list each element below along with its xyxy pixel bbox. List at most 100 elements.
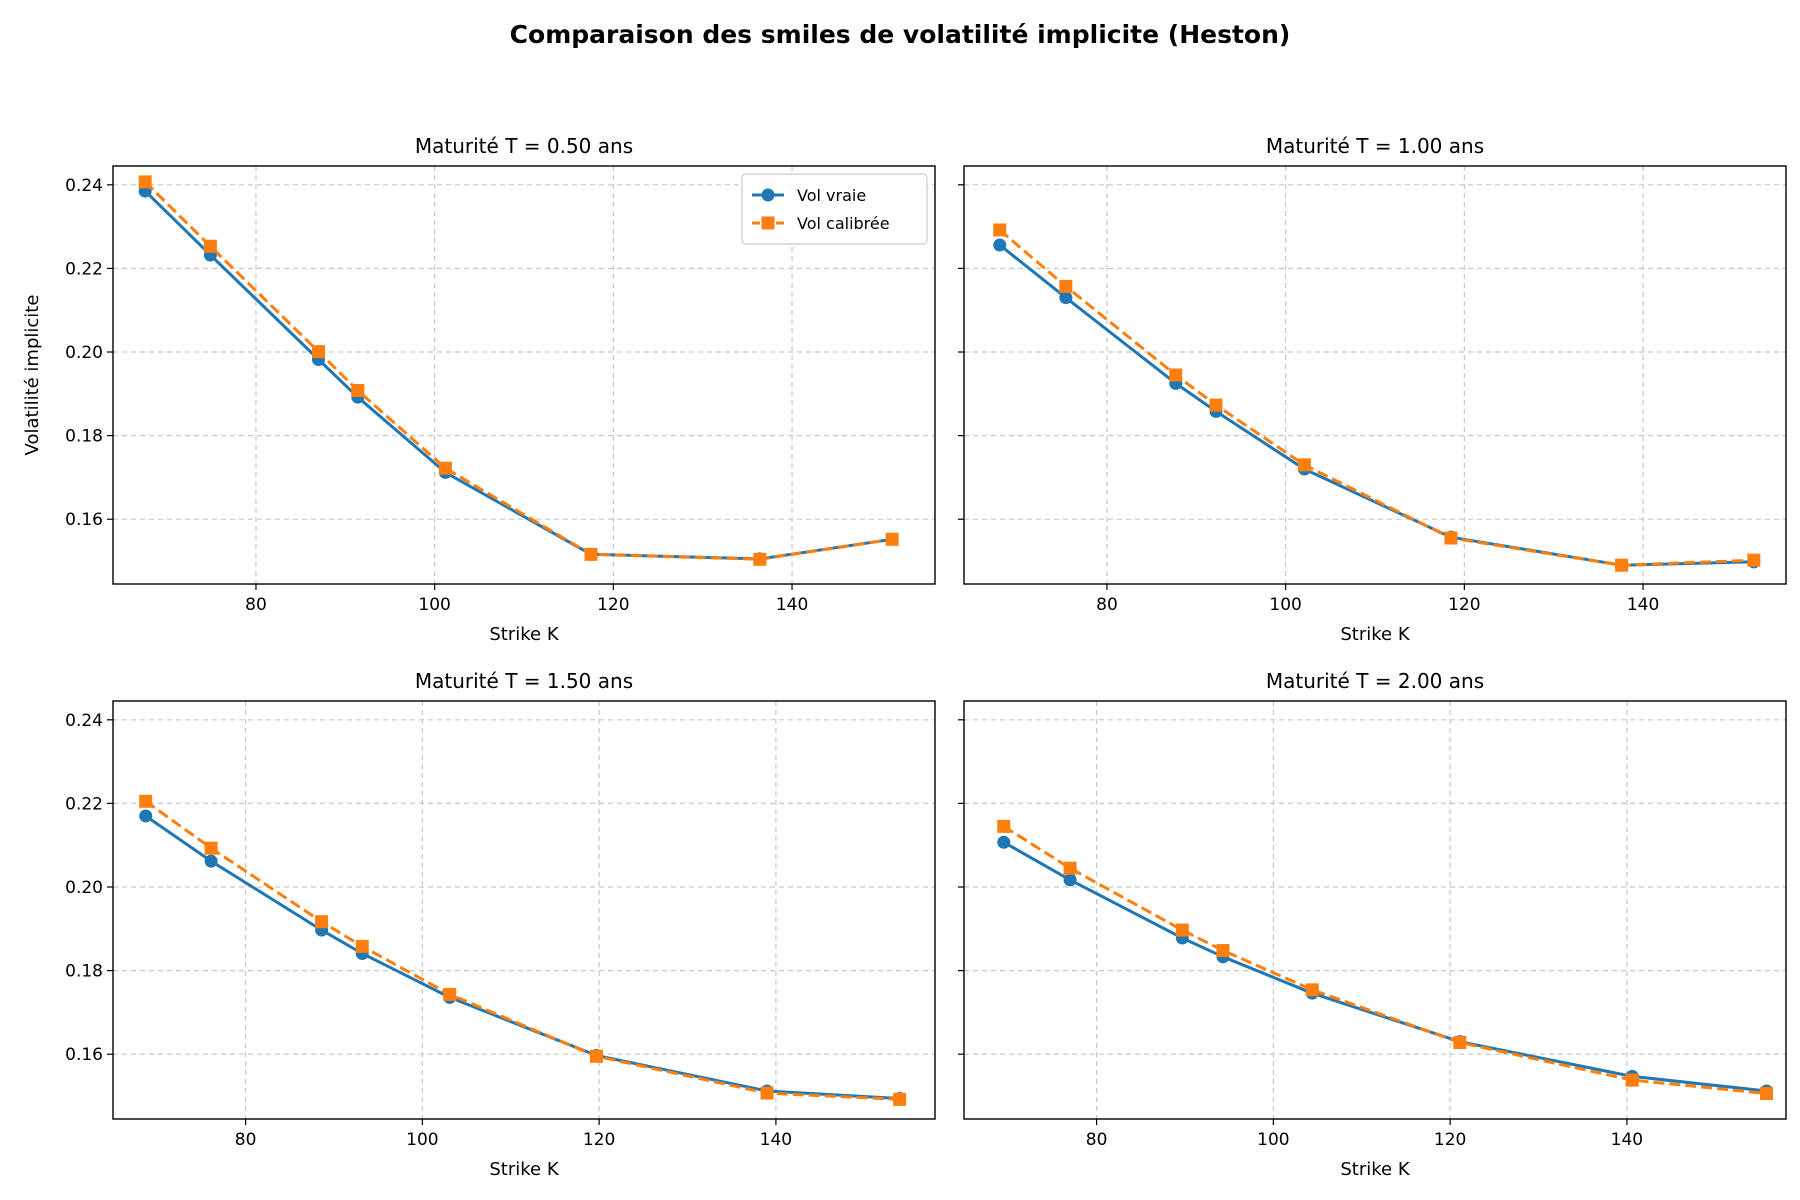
legend-marker: [761, 188, 775, 202]
data-point: [204, 854, 218, 868]
subplot-title: Maturité T = 1.50 ans: [415, 669, 633, 693]
data-point: [1444, 531, 1458, 545]
data-point: [1760, 1087, 1774, 1101]
x-axis-label: Strike K: [1340, 1159, 1410, 1180]
data-point: [1059, 279, 1073, 293]
x-tick-label: 100: [1269, 595, 1301, 615]
data-point: [1063, 873, 1077, 887]
y-tick-label: 0.16: [65, 1045, 103, 1065]
legend-marker: [761, 216, 775, 230]
x-tick-label: 80: [1096, 595, 1118, 615]
data-point: [893, 1092, 907, 1106]
x-tick-label: 80: [235, 1130, 257, 1150]
data-point: [1747, 553, 1761, 567]
axes-frame: [963, 165, 1787, 585]
data-point: [993, 223, 1007, 237]
data-point: [1059, 291, 1073, 305]
data-point: [1063, 861, 1077, 875]
data-point: [589, 1049, 603, 1063]
x-tick-label: 80: [245, 595, 267, 615]
subplot-4: 80 100 120 140 Maturité T = 2.00 ans Strike K: [958, 669, 1787, 1180]
data-point: [1216, 944, 1230, 958]
y-axis-label: Volatilité implicite: [22, 295, 43, 456]
x-tick-label: 140: [1611, 1130, 1643, 1150]
y-tick-label: 0.20: [65, 343, 103, 363]
x-tick-label: 120: [597, 595, 629, 615]
x-tick-label: 100: [418, 595, 450, 615]
series-line: [998, 228, 1754, 567]
series-line: [1003, 840, 1767, 1093]
x-axis-label: Strike K: [489, 624, 559, 645]
axes-frame: [112, 165, 936, 585]
series-line: [144, 800, 900, 1101]
series-line: [144, 180, 893, 561]
y-tick-label: 0.16: [65, 510, 103, 530]
x-tick-label: 100: [1257, 1130, 1289, 1150]
x-tick-label: 120: [1434, 1130, 1466, 1150]
data-point: [1453, 1036, 1467, 1050]
y-tick-label: 0.18: [65, 427, 103, 447]
data-point: [1625, 1073, 1639, 1087]
x-tick-label: 140: [760, 1130, 792, 1150]
data-point: [138, 175, 152, 189]
data-point: [997, 819, 1011, 833]
data-point: [315, 915, 329, 929]
data-point: [139, 794, 153, 808]
series-vol-calibree: [138, 175, 899, 566]
legend: Vol vraie Vol calibrée: [741, 173, 928, 245]
data-point: [885, 532, 899, 546]
y-tick-label: 0.22: [65, 794, 103, 814]
series-vol-vraie: [993, 238, 1761, 572]
data-point: [203, 239, 217, 253]
data-point: [1169, 368, 1183, 382]
axes-frame: [963, 700, 1787, 1120]
subplot-title: Maturité T = 2.00 ans: [1266, 669, 1484, 693]
data-point: [1305, 983, 1319, 997]
data-point: [1615, 558, 1629, 572]
subplot-3: 80 100 120 140 0.16 0.18 0.20 0.22 0.24 Maturité …: [65, 669, 936, 1180]
series-line: [144, 190, 893, 561]
x-tick-label: 100: [406, 1130, 438, 1150]
series-vol-calibree: [993, 223, 1761, 572]
data-point: [351, 383, 365, 397]
data-point: [760, 1086, 774, 1100]
series-vol-vraie: [997, 835, 1774, 1098]
x-tick-label: 120: [583, 1130, 615, 1150]
y-tick-label: 0.18: [65, 962, 103, 982]
series-line: [998, 243, 1754, 567]
subplot-2: 80 100 120 140 Maturité T = 1.00 ans Strike K: [958, 134, 1787, 645]
legend-box: [741, 173, 928, 245]
series-line: [144, 814, 900, 1100]
x-tick-label: 80: [1086, 1130, 1108, 1150]
y-tick-label: 0.20: [65, 878, 103, 898]
x-tick-label: 140: [776, 595, 808, 615]
subplot-title: Maturité T = 0.50 ans: [415, 134, 633, 158]
data-point: [997, 835, 1011, 849]
figure-title: Comparaison des smiles de volatilité imp…: [509, 20, 1291, 49]
subplot-1: 80 100 120 140 0.16 0.18 0.20 0.22 0.24 Maturité …: [22, 134, 936, 645]
y-tick-label: 0.24: [65, 176, 103, 196]
series-vol-vraie: [139, 809, 907, 1106]
x-axis-label: Strike K: [1340, 624, 1410, 645]
data-point: [438, 461, 452, 475]
data-point: [139, 809, 153, 823]
data-point: [1297, 458, 1311, 472]
x-tick-label: 140: [1627, 595, 1659, 615]
series-vol-calibree: [139, 794, 907, 1106]
data-point: [584, 547, 598, 561]
y-tick-label: 0.24: [65, 711, 103, 731]
data-point: [204, 841, 218, 855]
x-axis-label: Strike K: [489, 1159, 559, 1180]
subplot-title: Maturité T = 1.00 ans: [1266, 134, 1484, 158]
data-point: [355, 939, 369, 953]
data-point: [312, 345, 325, 359]
x-tick-label: 120: [1448, 595, 1480, 615]
legend-label: Vol calibrée: [797, 214, 890, 233]
y-tick-label: 0.22: [65, 259, 103, 279]
series-line: [1003, 825, 1767, 1095]
data-point: [753, 552, 767, 566]
axes-frame: [112, 700, 936, 1120]
data-point: [1209, 398, 1223, 412]
